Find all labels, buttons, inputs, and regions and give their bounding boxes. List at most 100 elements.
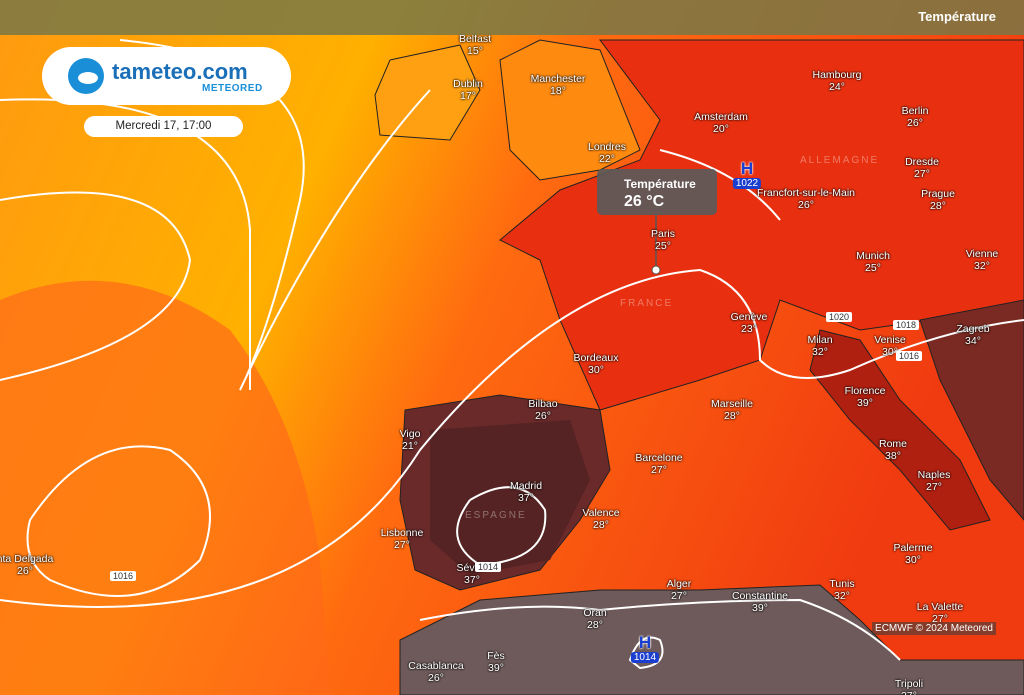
city-label[interactable]: Casablanca 26° [408, 660, 463, 684]
city-label[interactable]: Palerme 30° [893, 542, 932, 566]
city-label[interactable]: Dresde 27° [905, 156, 939, 180]
logo[interactable]: tameteo.com METEORED [42, 47, 291, 105]
city-label[interactable]: Amsterdam 20° [694, 111, 748, 135]
city-label[interactable]: Zagreb 34° [956, 323, 989, 347]
city-name: Naples [917, 469, 951, 481]
city-label[interactable]: Lisbonne 27° [381, 527, 424, 551]
city-temp: 27° [394, 539, 410, 551]
land-iberia-core [430, 420, 590, 575]
city-temp: 39° [857, 397, 873, 409]
city-temp: 27° [651, 464, 667, 476]
layer-name[interactable]: Température [918, 9, 996, 24]
city-name: Bilbao [528, 398, 558, 410]
land-balkans [919, 299, 1024, 521]
pressure-value: 1014 [630, 652, 660, 663]
city-name: nta Delgada [0, 553, 54, 565]
city-name: Rome [878, 438, 908, 450]
city-name: Prague [921, 188, 955, 200]
country-label: ESPAGNE [465, 510, 527, 521]
isobar [628, 636, 664, 670]
city-label[interactable]: Paris 25° [651, 228, 675, 252]
city-temp: 32° [812, 346, 828, 358]
pressure-letter: H [638, 633, 652, 652]
city-name: Francfort-sur-le-Main [756, 187, 856, 199]
city-label[interactable]: Naples 27° [918, 469, 951, 493]
city-label[interactable]: Fès 39° [487, 650, 505, 674]
city-temp: 34° [965, 335, 981, 347]
city-label[interactable]: Vienne 32° [966, 248, 999, 272]
city-name: Zagreb [956, 323, 990, 335]
city-label[interactable]: Oran 28° [583, 607, 606, 631]
isobar-label: 1018 [893, 320, 920, 330]
city-name: Manchester [530, 73, 586, 85]
country-label: FRANCE [620, 298, 674, 309]
land-italy [809, 329, 991, 531]
city-label[interactable]: Tripoli27° [895, 678, 923, 695]
city-label[interactable]: Munich 25° [856, 250, 890, 274]
city-label[interactable]: Londres 22° [588, 141, 626, 165]
city-label[interactable]: Dublin 17° [453, 78, 483, 102]
city-temp: 37° [464, 574, 480, 586]
city-temp: 30° [882, 346, 898, 358]
pressure-center: H 1014 [630, 633, 660, 663]
city-label[interactable]: Madrid 37° [510, 480, 542, 504]
city-label[interactable]: Francfort-sur-le-Main 26° [757, 187, 855, 211]
city-name: Lisbonne [380, 527, 424, 539]
city-name: Bordeaux [573, 352, 619, 364]
city-label[interactable]: Bilbao 26° [528, 398, 557, 422]
city-temp: 38° [885, 450, 901, 462]
city-temp: 39° [488, 662, 504, 674]
city-name: Genève [730, 311, 768, 323]
top-bar: Température [0, 0, 1024, 35]
city-temp: 32° [974, 260, 990, 272]
city-name: Tunis [829, 578, 855, 590]
popup[interactable]: Température 26 °C [597, 169, 717, 215]
city-temp: 30° [588, 364, 604, 376]
city-temp: 28° [724, 410, 740, 422]
city-label[interactable]: Manchester 18° [531, 73, 586, 97]
city-label[interactable]: Tunis 32° [829, 578, 854, 602]
city-label[interactable]: nta Delgada 26° [0, 553, 53, 577]
isobar-label: 1016 [896, 351, 923, 361]
country-label: ALLEMAGNE [800, 155, 880, 166]
city-label[interactable]: Valence 28° [582, 507, 619, 531]
city-label[interactable]: Prague 28° [921, 188, 955, 212]
pressure-center: H 1022 [732, 160, 762, 189]
city-label[interactable]: Venise 30° [874, 334, 906, 358]
city-label[interactable]: Bordeaux 30° [574, 352, 619, 376]
isobar [456, 486, 547, 567]
city-label[interactable]: Barcelone 27° [635, 452, 682, 476]
city-temp: 20° [713, 123, 729, 135]
city-name: Dresde [905, 156, 939, 168]
city-name: Madrid [509, 480, 543, 492]
city-name: Vienne [965, 248, 999, 260]
city-label[interactable]: Alger 27° [667, 578, 692, 602]
city-label[interactable]: Florence 39° [845, 385, 886, 409]
isobar-label: 1016 [110, 571, 137, 581]
city-temp: 27° [926, 481, 942, 493]
date-pill[interactable]: Mercredi 17, 17:00 [84, 116, 243, 137]
popup-value: 26 °C [624, 193, 665, 210]
city-temp: 27° [914, 168, 930, 180]
city-name: Hambourg [812, 69, 862, 81]
isobar [0, 191, 192, 381]
city-name: Alger [666, 578, 692, 590]
city-name: La Valette [916, 601, 964, 613]
city-label[interactable]: Berlin 26° [902, 105, 929, 129]
city-name: Casablanca [408, 660, 464, 672]
city-label[interactable]: Hambourg 24° [812, 69, 861, 93]
city-label[interactable]: Genève 23° [731, 311, 768, 335]
city-name: Amsterdam [694, 111, 748, 123]
city-name: Vigo [399, 428, 421, 440]
city-label[interactable]: Rome 38° [879, 438, 907, 462]
city-name: Constantine [731, 590, 789, 602]
city-label[interactable]: Milan 32° [807, 334, 832, 358]
city-label[interactable]: Belfast 15° [459, 33, 491, 57]
city-temp: 26° [798, 199, 814, 211]
city-label[interactable]: Marseille 28° [711, 398, 753, 422]
city-label[interactable]: Vigo 21° [400, 428, 421, 452]
isobar [419, 598, 901, 661]
city-label[interactable]: Constantine 39° [732, 590, 788, 614]
land-britain [499, 39, 641, 181]
